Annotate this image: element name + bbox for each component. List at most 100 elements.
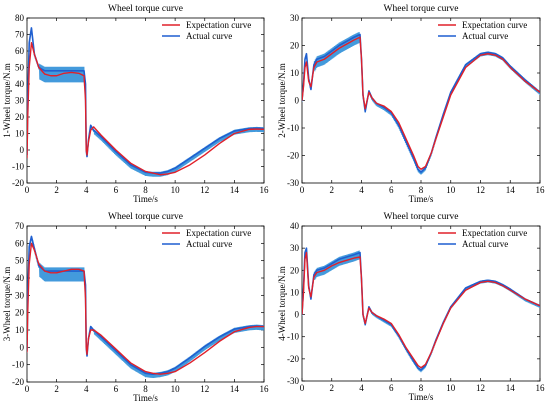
- legend-label-expectation: Expectation curve: [186, 20, 251, 30]
- x-tick-label: 16: [260, 384, 270, 394]
- chart-panel-3: Wheel torque curve 0 2 4 6 8 10 12 14 16 -20 -10 0 10…: [2, 212, 269, 403]
- y-tick-label: 60: [15, 46, 25, 56]
- y-tick-label: 0: [295, 310, 300, 320]
- legend-label-expectation: Expectation curve: [186, 228, 251, 238]
- y-tick-label: 30: [290, 243, 300, 253]
- x-tick-label: 14: [230, 384, 240, 394]
- y-tick-label: 80: [15, 13, 25, 23]
- chart-title: Wheel torque curve: [108, 212, 183, 222]
- x-tick-label: 6: [389, 185, 394, 195]
- x-tick-label: 0: [300, 185, 305, 195]
- y-tick-label: 40: [15, 79, 25, 89]
- actual-curve-oscillation: [27, 236, 264, 379]
- actual-curve-oscillation: [302, 31, 540, 175]
- actual-curve-oscillation: [27, 29, 264, 177]
- chart-panel-2: Wheel torque curve 0 2 4 6 8 10 12 14 16 -30 -20 -10…: [277, 4, 545, 204]
- x-tick-label: 16: [260, 185, 270, 195]
- y-tick-label: 60: [15, 238, 25, 248]
- x-tick-label: 14: [506, 383, 516, 393]
- y-axis-label: 1-Wheel torque/N.m: [2, 63, 12, 137]
- x-tick-label: 12: [200, 185, 209, 195]
- chart-panel-1: Wheel torque curve 0 2 4 6 8 10 12 14 16 -20 -10 0 10…: [2, 4, 269, 204]
- x-tick-label: 4: [359, 383, 364, 393]
- x-tick-label: 12: [200, 384, 209, 394]
- y-axis-label: 2-Wheel torque/N.m: [277, 63, 287, 137]
- x-tick-label: 10: [446, 185, 456, 195]
- actual-curve-oscillation: [302, 248, 540, 373]
- x-tick-label: 4: [359, 185, 364, 195]
- legend-label-expectation: Expectation curve: [462, 20, 527, 30]
- x-tick-label: 8: [143, 185, 148, 195]
- x-tick-label: 16: [536, 185, 546, 195]
- plot-data: [302, 247, 540, 373]
- x-axis-label: Time/s: [409, 194, 434, 204]
- y-tick-label: -20: [12, 377, 24, 387]
- chart-title: Wheel torque curve: [384, 4, 459, 14]
- x-tick-label: 6: [114, 185, 119, 195]
- y-tick-label: -30: [287, 178, 299, 188]
- y-tick-label: 10: [290, 287, 300, 297]
- y-tick-label: 50: [15, 63, 25, 73]
- x-tick-label: 4: [84, 384, 89, 394]
- legend-label-actual: Actual curve: [462, 239, 508, 249]
- y-tick-label: 70: [15, 221, 25, 231]
- y-tick-label: 10: [15, 129, 25, 139]
- plot-frame: [301, 17, 541, 184]
- x-tick-label: 14: [506, 185, 516, 195]
- y-tick-label: 0: [20, 145, 25, 155]
- y-tick-label: 0: [20, 342, 25, 352]
- y-tick-label: 10: [15, 325, 25, 335]
- y-tick-label: 10: [290, 68, 300, 78]
- chart-title: Wheel torque curve: [108, 4, 183, 14]
- x-tick-label: 10: [171, 384, 181, 394]
- y-tick-label: 40: [15, 273, 25, 283]
- x-axis-label: Time/s: [409, 392, 434, 402]
- y-tick-label: 50: [15, 256, 25, 266]
- x-tick-label: 10: [446, 383, 456, 393]
- x-tick-label: 6: [114, 384, 119, 394]
- plot-data: [27, 27, 264, 177]
- y-tick-label: -10: [287, 332, 299, 342]
- y-tick-label: 20: [290, 265, 300, 275]
- series-line-expectation: [27, 42, 264, 176]
- x-tick-label: 2: [330, 185, 335, 195]
- series-line-actual: [27, 235, 264, 376]
- x-tick-label: 8: [419, 185, 424, 195]
- x-axis-label: Time/s: [133, 393, 158, 403]
- x-tick-label: 0: [25, 185, 30, 195]
- y-axis-label: 4-Wheel torque/N.m: [277, 266, 287, 340]
- plot-frame: [26, 17, 265, 184]
- y-tick-label: 0: [295, 96, 300, 106]
- y-tick-label: -10: [12, 360, 24, 370]
- x-axis-label: Time/s: [133, 194, 158, 204]
- series-line-actual: [27, 27, 264, 174]
- x-tick-label: 8: [419, 383, 424, 393]
- x-tick-label: 2: [330, 383, 335, 393]
- y-tick-label: -30: [287, 376, 299, 386]
- x-tick-label: 12: [476, 185, 485, 195]
- legend-label-expectation: Expectation curve: [462, 228, 527, 238]
- x-tick-label: 14: [230, 185, 240, 195]
- x-tick-label: 0: [25, 384, 30, 394]
- x-tick-label: 4: [84, 185, 89, 195]
- x-tick-label: 8: [143, 384, 148, 394]
- chart-title: Wheel torque curve: [384, 212, 459, 222]
- x-tick-label: 12: [476, 383, 485, 393]
- y-tick-label: 70: [15, 30, 25, 40]
- series-line-expectation: [27, 242, 264, 375]
- x-tick-label: 2: [54, 185, 59, 195]
- y-axis-label: 3-Wheel torque/N.m: [2, 267, 12, 341]
- x-tick-label: 2: [54, 384, 59, 394]
- y-tick-label: 30: [15, 290, 25, 300]
- y-tick-label: 40: [290, 221, 300, 231]
- y-tick-label: -20: [287, 151, 299, 161]
- plot-frame: [26, 225, 265, 383]
- y-tick-label: -20: [287, 354, 299, 364]
- y-tick-label: 30: [15, 96, 25, 106]
- y-tick-label: 20: [15, 308, 25, 318]
